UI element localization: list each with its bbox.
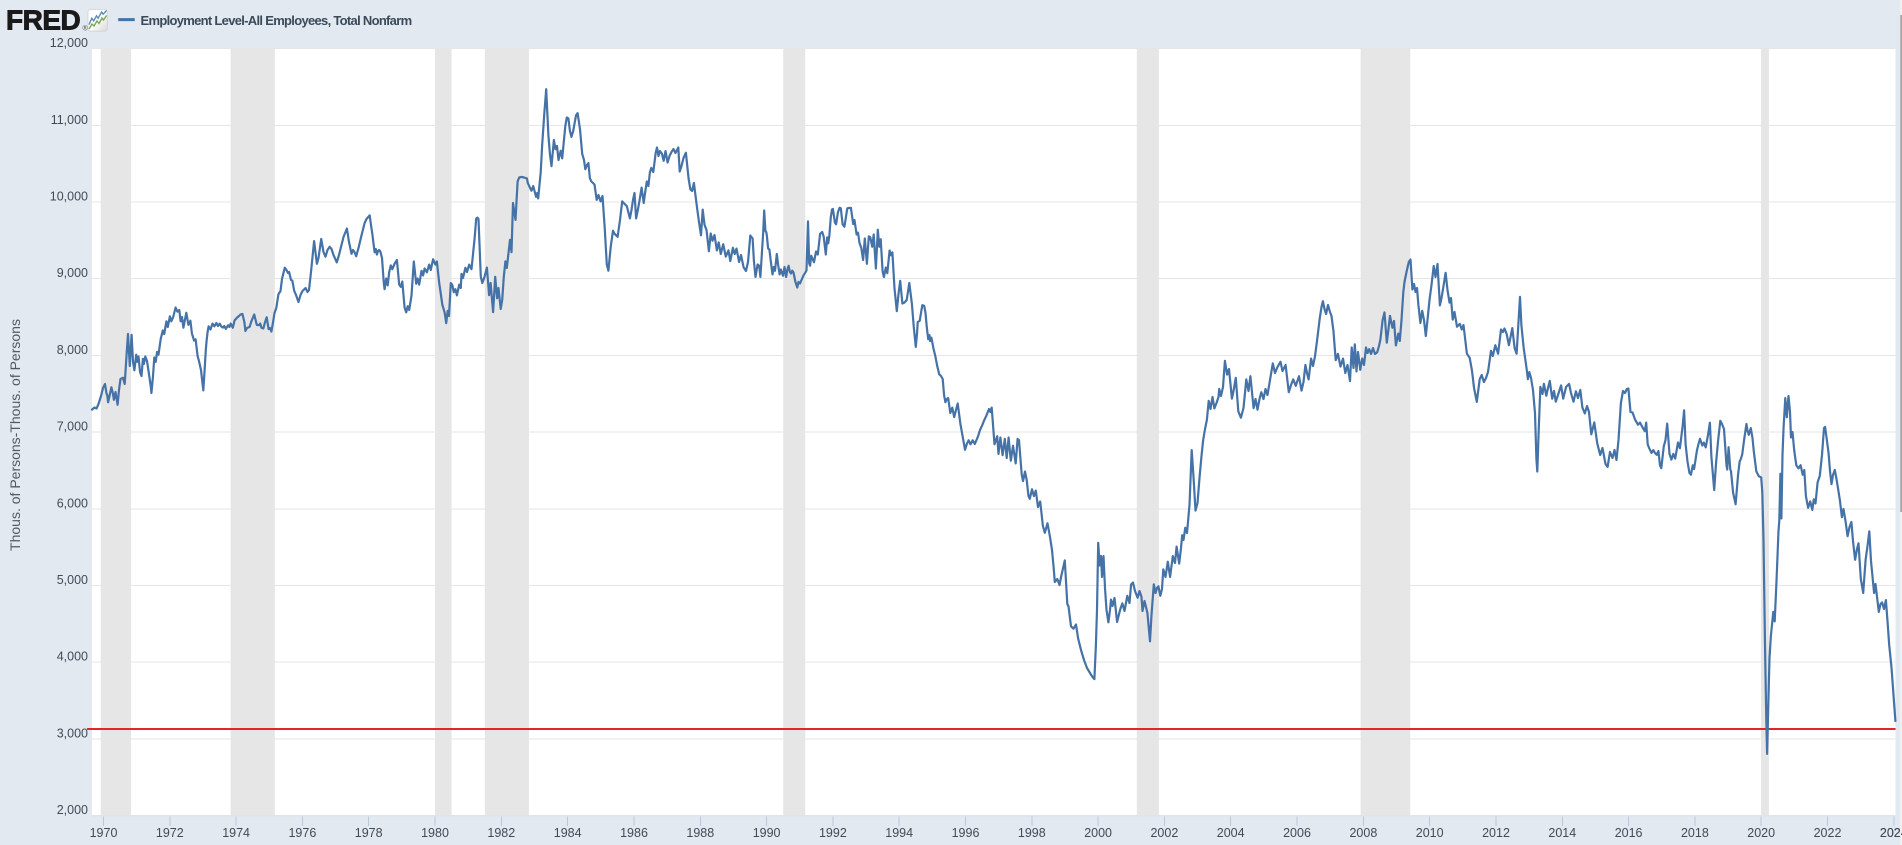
svg-text:2006: 2006 [1283,826,1311,840]
svg-text:2018: 2018 [1681,826,1709,840]
svg-text:2004: 2004 [1217,826,1245,840]
svg-text:7,000: 7,000 [57,420,88,434]
svg-text:FRED: FRED [6,5,81,36]
svg-text:11,000: 11,000 [51,113,88,127]
svg-text:1996: 1996 [952,826,980,840]
svg-text:1986: 1986 [620,826,648,840]
svg-text:2016: 2016 [1615,826,1643,840]
svg-text:1972: 1972 [156,826,184,840]
svg-text:2024: 2024 [1880,826,1902,840]
svg-text:9,000: 9,000 [57,266,88,280]
svg-text:1974: 1974 [222,826,250,840]
svg-text:2024: 2024 [1880,826,1902,840]
svg-text:12,000: 12,000 [50,36,88,50]
svg-text:1980: 1980 [421,826,449,840]
svg-text:1988: 1988 [686,826,714,840]
svg-text:2002: 2002 [1150,826,1178,840]
svg-text:1992: 1992 [819,826,847,840]
svg-text:1970: 1970 [90,826,118,840]
svg-text:Thous. of Persons-Thous. of Pe: Thous. of Persons-Thous. of Persons [7,319,23,551]
svg-text:3,000: 3,000 [57,726,88,740]
svg-text:2014: 2014 [1548,826,1576,840]
svg-text:1990: 1990 [753,826,781,840]
svg-text:2008: 2008 [1349,826,1377,840]
svg-text:2012: 2012 [1482,826,1510,840]
svg-text:1976: 1976 [288,826,316,840]
svg-text:2020: 2020 [1747,826,1775,840]
svg-text:2022: 2022 [1814,826,1842,840]
svg-text:6,000: 6,000 [57,496,88,510]
svg-text:1984: 1984 [554,826,582,840]
svg-text:Employment Level-All Employees: Employment Level-All Employees, Total No… [141,13,412,28]
svg-text:®: ® [83,25,89,33]
svg-text:4,000: 4,000 [57,650,88,664]
svg-text:1994: 1994 [885,826,913,840]
svg-text:10,000: 10,000 [50,190,88,204]
svg-text:2,000: 2,000 [57,803,88,817]
svg-text:5,000: 5,000 [57,573,88,587]
svg-text:8,000: 8,000 [57,343,88,357]
svg-text:1982: 1982 [487,826,515,840]
svg-text:2010: 2010 [1416,826,1444,840]
svg-text:1978: 1978 [355,826,383,840]
svg-text:2000: 2000 [1084,826,1112,840]
svg-text:1998: 1998 [1018,826,1046,840]
